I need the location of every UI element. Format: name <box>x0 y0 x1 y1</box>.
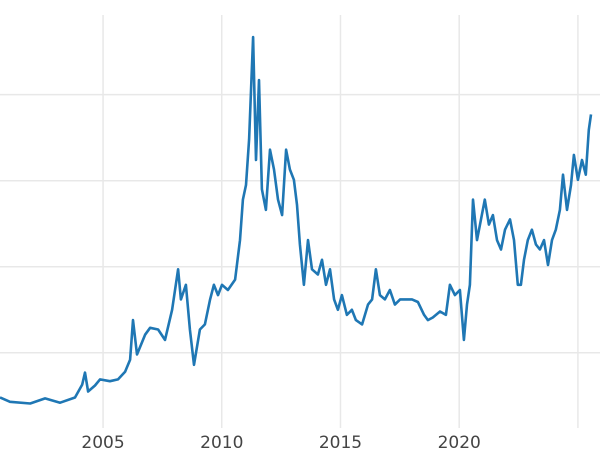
series-line <box>0 35 593 405</box>
x-tick-label: 2010 <box>200 433 243 450</box>
gridlines <box>0 15 600 428</box>
x-tick-label: 2005 <box>81 433 124 450</box>
x-tick-label: 2015 <box>319 433 362 450</box>
x-axis-tick-labels: 2005 2010 2015 2020 <box>81 433 480 450</box>
x-tick-label: 2020 <box>438 433 481 450</box>
